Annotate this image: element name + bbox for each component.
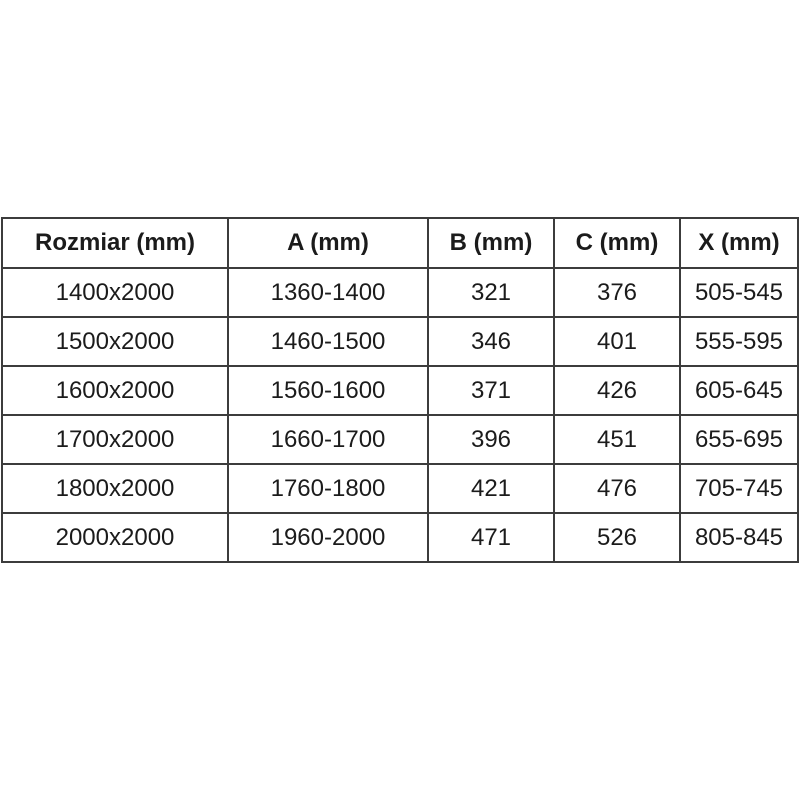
- size-spec-table: Rozmiar (mm) A (mm) B (mm) C (mm) X (mm)…: [1, 217, 799, 563]
- table-row: 2000x2000 1960-2000 471 526 805-845: [1, 512, 799, 563]
- table-cell: 401: [553, 316, 681, 367]
- table-cell: 1600x2000: [1, 365, 229, 416]
- table-cell: 705-745: [679, 463, 799, 514]
- table-cell: 655-695: [679, 414, 799, 465]
- table-cell: 555-595: [679, 316, 799, 367]
- table-cell: 396: [427, 414, 555, 465]
- table-cell: 805-845: [679, 512, 799, 563]
- table-cell: 346: [427, 316, 555, 367]
- table-row: 1500x2000 1460-1500 346 401 555-595: [1, 316, 799, 367]
- table-cell: 451: [553, 414, 681, 465]
- table-cell: 2000x2000: [1, 512, 229, 563]
- table-cell: 371: [427, 365, 555, 416]
- table-cell: 376: [553, 267, 681, 318]
- table-cell: 1800x2000: [1, 463, 229, 514]
- table-cell: 1760-1800: [227, 463, 429, 514]
- table-row: 1400x2000 1360-1400 321 376 505-545: [1, 267, 799, 318]
- table-cell: 605-645: [679, 365, 799, 416]
- header-cell-b: B (mm): [427, 217, 555, 269]
- header-cell-c: C (mm): [553, 217, 681, 269]
- table-row: 1700x2000 1660-1700 396 451 655-695: [1, 414, 799, 465]
- table-cell: 476: [553, 463, 681, 514]
- table-cell: 321: [427, 267, 555, 318]
- table-cell: 505-545: [679, 267, 799, 318]
- header-cell-x: X (mm): [679, 217, 799, 269]
- table-cell: 421: [427, 463, 555, 514]
- header-cell-rozmiar: Rozmiar (mm): [1, 217, 229, 269]
- table-cell: 1700x2000: [1, 414, 229, 465]
- table-cell: 426: [553, 365, 681, 416]
- table-cell: 1360-1400: [227, 267, 429, 318]
- table-cell: 1460-1500: [227, 316, 429, 367]
- header-cell-a: A (mm): [227, 217, 429, 269]
- table-cell: 526: [553, 512, 681, 563]
- table-cell: 471: [427, 512, 555, 563]
- table-cell: 1560-1600: [227, 365, 429, 416]
- table-cell: 1960-2000: [227, 512, 429, 563]
- table-header-row: Rozmiar (mm) A (mm) B (mm) C (mm) X (mm): [1, 217, 799, 269]
- table-cell: 1660-1700: [227, 414, 429, 465]
- table-row: 1600x2000 1560-1600 371 426 605-645: [1, 365, 799, 416]
- table-cell: 1400x2000: [1, 267, 229, 318]
- table-row: 1800x2000 1760-1800 421 476 705-745: [1, 463, 799, 514]
- table-cell: 1500x2000: [1, 316, 229, 367]
